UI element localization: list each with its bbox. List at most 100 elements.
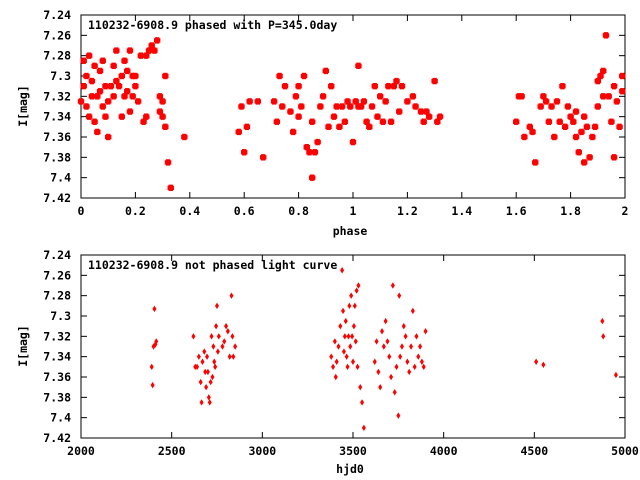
data-point xyxy=(419,358,424,365)
data-point xyxy=(586,154,593,161)
data-point xyxy=(575,149,582,156)
data-point xyxy=(215,302,219,310)
data-point xyxy=(581,113,588,120)
data-point xyxy=(91,118,98,125)
x-tick-label: 1.8 xyxy=(560,204,581,218)
y-axis-label: I[mag] xyxy=(16,85,30,127)
data-point xyxy=(368,103,376,110)
data-point xyxy=(591,123,599,131)
data-point xyxy=(322,67,329,75)
data-point xyxy=(330,113,338,120)
data-point xyxy=(208,378,213,386)
data-point xyxy=(412,363,417,371)
data-point xyxy=(381,343,386,350)
data-point xyxy=(423,328,428,335)
data-point xyxy=(199,399,204,406)
x-tick-label: 0.4 xyxy=(179,204,200,218)
data-point xyxy=(96,88,104,95)
phased-light-curve-panel: 7.24 7.26 7.28 7.3 7.32 7.34 7.36 7.38 7.4 7.42 0… xyxy=(16,8,628,238)
data-point xyxy=(401,322,406,330)
data-point xyxy=(355,363,360,371)
data-point xyxy=(341,348,346,355)
data-point xyxy=(149,363,154,371)
data-point xyxy=(392,389,397,396)
x-axis-label: hjd0 xyxy=(336,462,364,476)
data-point xyxy=(350,333,355,340)
data-point xyxy=(143,113,150,120)
data-point xyxy=(205,353,210,360)
y-tick-label: 7.4 xyxy=(50,411,71,425)
data-point xyxy=(534,358,539,365)
data-point xyxy=(349,292,354,299)
data-point xyxy=(403,333,408,340)
data-point xyxy=(613,98,621,105)
data-point xyxy=(378,383,383,391)
data-point xyxy=(420,118,427,125)
data-point xyxy=(425,113,433,120)
data-point xyxy=(336,123,343,131)
data-point xyxy=(619,72,626,80)
y-tick-label: 7.38 xyxy=(43,390,71,404)
data-point xyxy=(227,353,232,360)
data-point xyxy=(356,282,361,289)
data-point xyxy=(355,62,362,70)
data-point xyxy=(357,103,365,110)
data-point xyxy=(613,371,618,379)
axis-ticks xyxy=(80,14,626,199)
data-point xyxy=(154,338,159,345)
y-tick-label: 7.32 xyxy=(43,89,71,103)
data-point xyxy=(94,93,101,100)
data-point xyxy=(159,98,166,105)
data-point xyxy=(151,47,158,54)
data-point xyxy=(338,103,346,110)
data-point xyxy=(241,149,248,156)
data-point xyxy=(434,118,441,125)
data-point xyxy=(88,77,96,85)
chart-title: 110232-6908.9 phased with P=345.0day xyxy=(88,18,337,32)
data-point xyxy=(202,348,207,355)
data-point xyxy=(336,343,341,350)
data-point xyxy=(561,123,569,131)
x-tick-label: 2500 xyxy=(158,444,186,458)
data-point xyxy=(181,133,188,141)
data-point xyxy=(191,333,196,340)
data-point xyxy=(572,133,580,141)
data-point xyxy=(352,302,357,310)
x-axis-label: phase xyxy=(333,224,368,238)
data-point xyxy=(115,82,123,90)
y-tick-label: 7.3 xyxy=(50,309,71,323)
data-point xyxy=(407,368,412,376)
data-point xyxy=(80,57,87,64)
data-point xyxy=(396,108,403,115)
y-tick-label: 7.36 xyxy=(43,130,71,144)
data-point xyxy=(382,98,389,105)
data-point xyxy=(616,123,623,131)
data-point xyxy=(414,333,419,340)
data-point xyxy=(295,113,302,120)
data-point xyxy=(164,159,172,166)
data-point xyxy=(99,103,106,110)
data-point xyxy=(353,338,358,345)
x-tick-label: 3000 xyxy=(248,444,276,458)
data-point xyxy=(594,103,601,110)
data-point xyxy=(513,118,520,125)
x-tick-label: 0.6 xyxy=(234,204,255,218)
data-point xyxy=(376,368,381,376)
data-point xyxy=(289,128,297,136)
data-point xyxy=(532,159,539,166)
data-point xyxy=(398,353,403,360)
data-point xyxy=(126,47,134,54)
data-point xyxy=(343,317,348,325)
data-point xyxy=(346,333,351,340)
data-point xyxy=(213,363,218,371)
data-point xyxy=(206,394,211,401)
data-point xyxy=(349,138,357,146)
data-point xyxy=(331,363,336,371)
x-tick-label: 4500 xyxy=(520,444,548,458)
y-tick-label: 7.34 xyxy=(43,350,71,364)
data-point xyxy=(129,93,136,100)
data-point xyxy=(200,358,205,365)
data-point xyxy=(409,93,417,100)
data-point xyxy=(396,412,401,419)
data-point xyxy=(398,82,406,90)
